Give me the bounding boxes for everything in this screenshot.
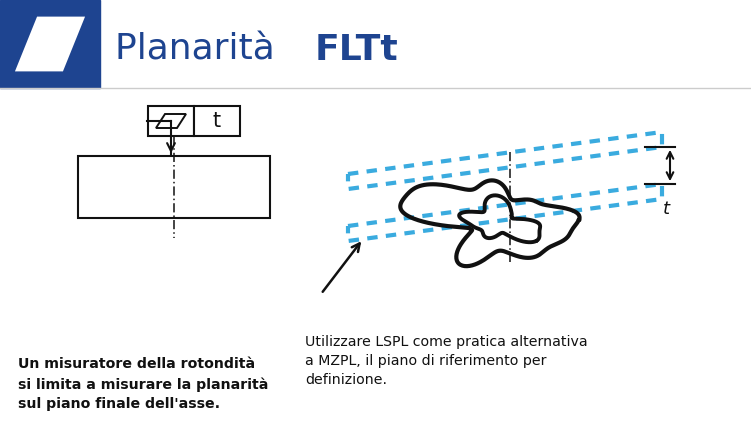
Text: definizione.: definizione. (305, 373, 387, 387)
Bar (194, 106, 240, 136)
Text: FLTt: FLTt (315, 33, 399, 67)
Bar (0, 0, 100, 88)
Polygon shape (17, 18, 83, 70)
Bar (78, 156, 270, 218)
Text: a MZPL, il piano di riferimento per: a MZPL, il piano di riferimento per (305, 354, 547, 368)
Text: si limita a misurare la planarità: si limita a misurare la planarità (18, 377, 268, 391)
Text: t: t (213, 111, 221, 131)
Text: Utilizzare LSPL come pratica alternativa: Utilizzare LSPL come pratica alternativa (305, 335, 587, 349)
Text: t: t (662, 200, 669, 218)
Text: Un misuratore della rotondità: Un misuratore della rotondità (18, 357, 255, 371)
Text: Planarità: Planarità (115, 33, 297, 67)
Text: sul piano finale dell'asse.: sul piano finale dell'asse. (18, 397, 220, 411)
Bar (148, 106, 194, 136)
